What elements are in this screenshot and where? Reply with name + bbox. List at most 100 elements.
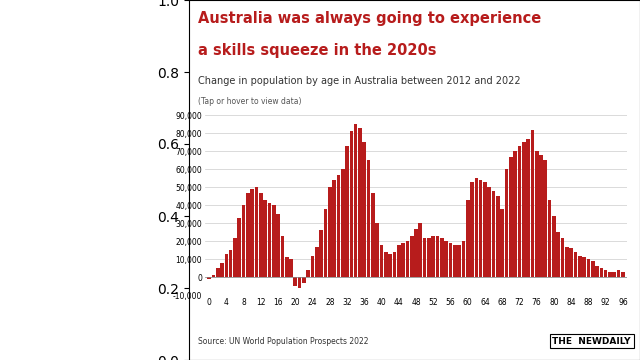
Bar — [212, 275, 215, 277]
Bar — [220, 263, 224, 277]
Bar — [225, 254, 228, 277]
Bar — [229, 250, 232, 277]
Bar — [573, 252, 577, 277]
Bar — [298, 277, 301, 288]
Bar — [272, 205, 276, 277]
Bar — [294, 277, 297, 286]
Bar — [543, 160, 547, 277]
Bar — [237, 218, 241, 277]
Bar — [513, 151, 517, 277]
Bar — [453, 245, 456, 277]
Bar — [556, 232, 560, 277]
Bar — [406, 241, 409, 277]
Bar — [461, 241, 465, 277]
Bar — [518, 146, 521, 277]
Bar — [414, 229, 418, 277]
Bar — [259, 193, 262, 277]
Text: Australia was always going to experience: Australia was always going to experience — [198, 11, 541, 26]
Bar — [302, 277, 306, 283]
Bar — [552, 216, 556, 277]
Bar — [354, 124, 358, 277]
Bar — [324, 209, 327, 277]
Text: Change in population by age in Australia between 2012 and 2022: Change in population by age in Australia… — [198, 76, 520, 86]
Bar — [319, 230, 323, 277]
Bar — [367, 160, 371, 277]
Bar — [216, 268, 220, 277]
Bar — [233, 238, 237, 277]
Bar — [479, 180, 483, 277]
Bar — [526, 139, 530, 277]
Bar — [470, 182, 474, 277]
Bar — [500, 209, 504, 277]
Bar — [474, 178, 478, 277]
Bar — [621, 272, 625, 277]
Bar — [410, 236, 413, 277]
Bar — [263, 200, 267, 277]
Bar — [436, 236, 440, 277]
Bar — [492, 191, 495, 277]
Bar — [276, 214, 280, 277]
Bar — [570, 248, 573, 277]
Bar — [505, 169, 508, 277]
Bar — [522, 142, 525, 277]
Bar — [440, 238, 444, 277]
Bar — [255, 187, 259, 277]
Bar — [401, 243, 405, 277]
Bar — [548, 200, 552, 277]
Bar — [289, 259, 293, 277]
Bar — [419, 223, 422, 277]
Bar — [280, 236, 284, 277]
Bar — [397, 245, 401, 277]
Bar — [376, 223, 379, 277]
Bar — [539, 155, 543, 277]
Bar — [587, 259, 590, 277]
Bar — [345, 146, 349, 277]
Text: Source: UN World Population Prospects 2022: Source: UN World Population Prospects 20… — [198, 337, 369, 346]
Bar — [578, 256, 582, 277]
Bar — [608, 272, 612, 277]
Bar — [349, 131, 353, 277]
Bar — [242, 205, 245, 277]
Bar — [565, 247, 569, 277]
Bar — [612, 272, 616, 277]
Bar — [531, 130, 534, 277]
Bar — [380, 245, 383, 277]
Bar — [509, 157, 513, 277]
Bar — [466, 200, 470, 277]
Bar — [246, 193, 250, 277]
Bar — [388, 254, 392, 277]
Bar — [449, 243, 452, 277]
Bar — [483, 182, 487, 277]
Bar — [427, 238, 431, 277]
Bar — [392, 252, 396, 277]
Bar — [332, 180, 336, 277]
Bar — [384, 252, 388, 277]
Bar — [337, 175, 340, 277]
Bar — [341, 169, 344, 277]
Bar — [582, 257, 586, 277]
Bar — [561, 238, 564, 277]
Bar — [444, 241, 448, 277]
Bar — [371, 193, 375, 277]
Bar — [617, 270, 620, 277]
Bar — [488, 187, 491, 277]
Bar — [496, 196, 500, 277]
Bar — [362, 142, 366, 277]
Bar — [431, 236, 435, 277]
Text: a skills squeeze in the 2020s: a skills squeeze in the 2020s — [198, 43, 436, 58]
Bar — [328, 187, 332, 277]
Bar — [358, 128, 362, 277]
Bar — [307, 270, 310, 277]
Bar — [207, 277, 211, 279]
Bar — [315, 247, 319, 277]
Bar — [457, 245, 461, 277]
Bar — [600, 268, 603, 277]
Bar — [535, 151, 538, 277]
Text: THE  NEWDAILY: THE NEWDAILY — [552, 337, 631, 346]
Bar — [250, 189, 254, 277]
Bar — [591, 261, 595, 277]
Bar — [595, 266, 599, 277]
Text: (Tap or hover to view data): (Tap or hover to view data) — [198, 97, 301, 106]
Bar — [423, 238, 426, 277]
Bar — [604, 270, 607, 277]
